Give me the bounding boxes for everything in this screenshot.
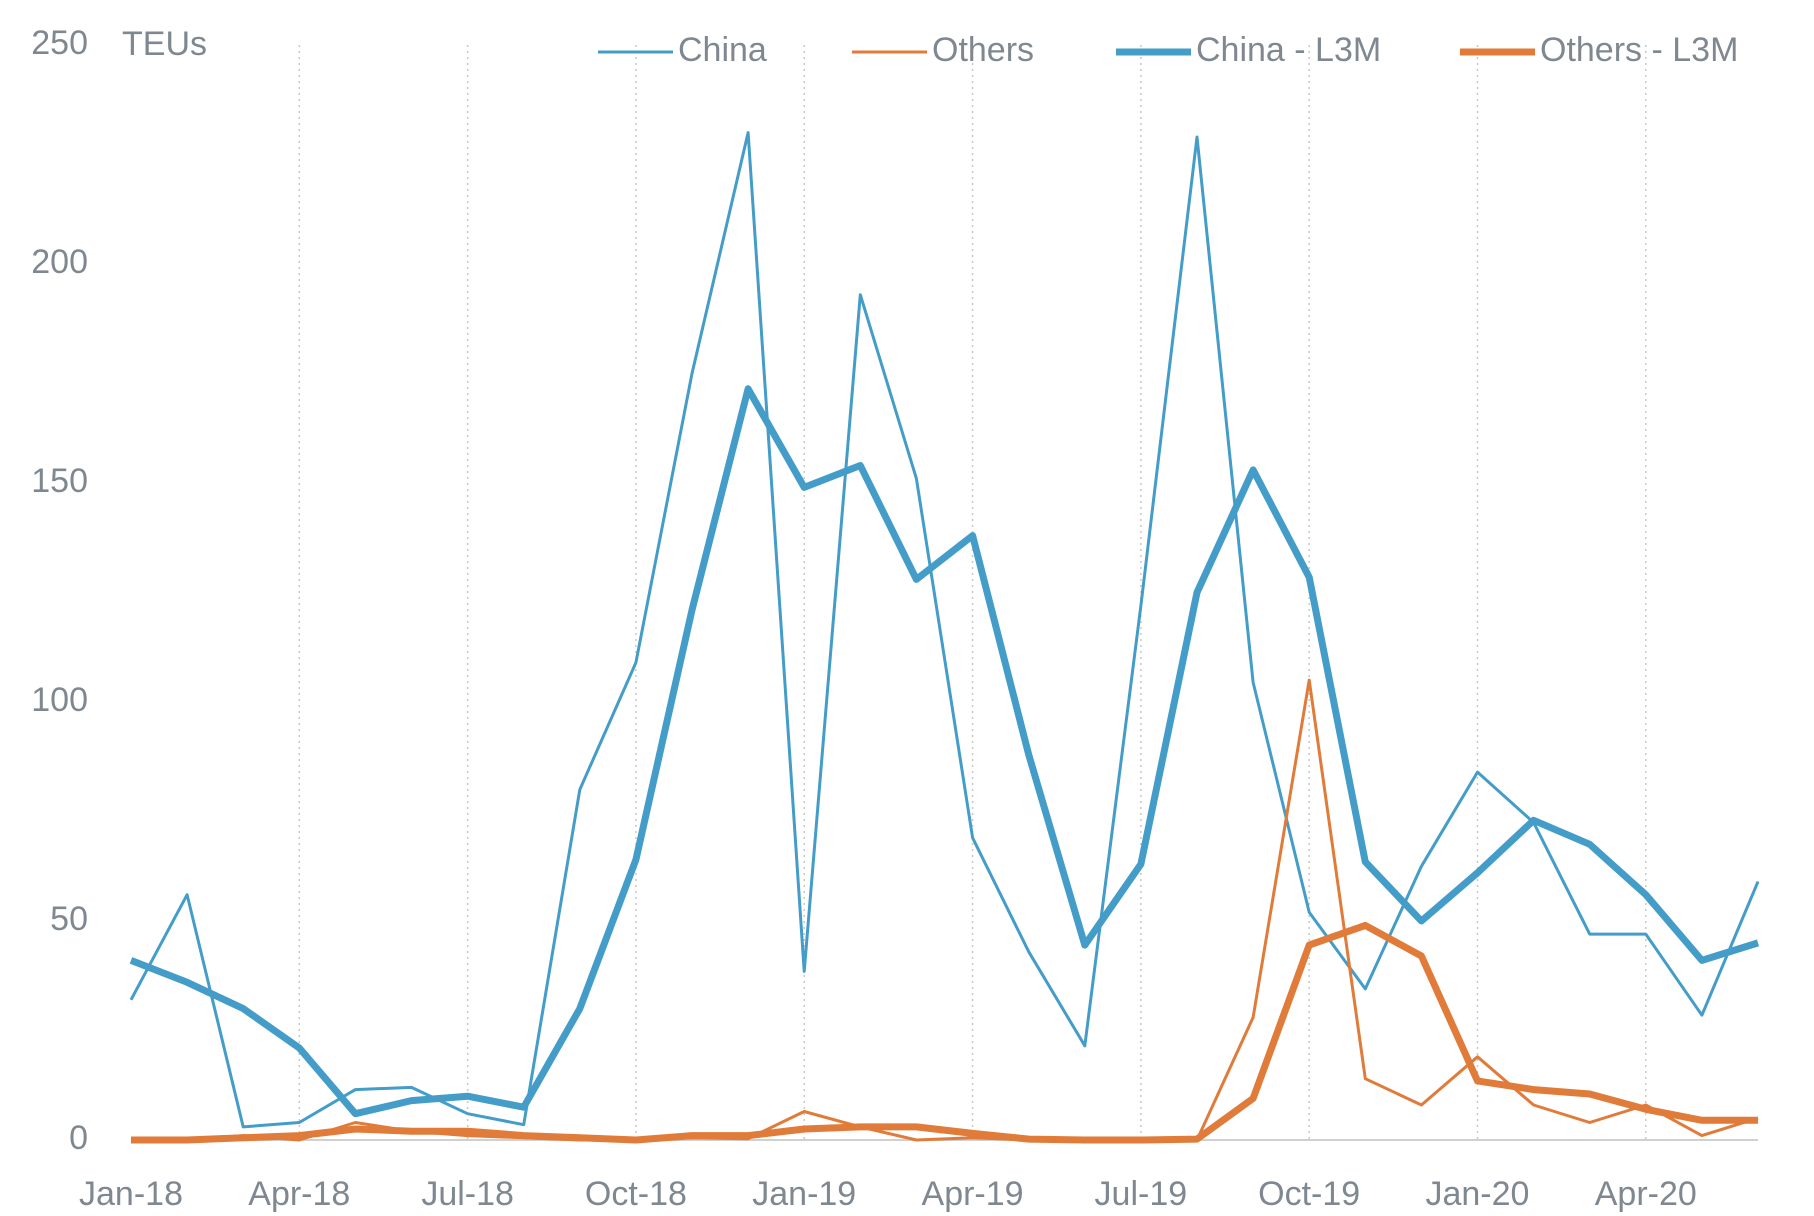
x-tick-label: Jan-19 xyxy=(752,1175,856,1213)
x-tick-label: Jan-20 xyxy=(1425,1175,1529,1213)
y-tick-label: 100 xyxy=(31,681,88,719)
x-tick-label: Oct-19 xyxy=(1258,1175,1360,1213)
x-tick-label: Apr-19 xyxy=(922,1175,1024,1213)
y-tick-label: 250 xyxy=(31,24,88,62)
x-tick-label: Jul-18 xyxy=(421,1175,514,1213)
x-tick-label: Apr-18 xyxy=(248,1175,350,1213)
y-axis-label: TEUs xyxy=(122,25,207,63)
x-tick-label: Jul-19 xyxy=(1095,1175,1188,1213)
series-line xyxy=(129,385,1760,1118)
legend-label: Others - L3M xyxy=(1540,31,1738,69)
x-tick-label: Jan-18 xyxy=(79,1175,183,1213)
series-line xyxy=(129,131,1760,1129)
y-tick-label: 200 xyxy=(31,243,88,281)
legend-label: China - L3M xyxy=(1196,31,1381,69)
y-tick-label: 50 xyxy=(50,900,88,938)
y-tick-label: 150 xyxy=(31,462,88,500)
y-tick-label: 0 xyxy=(69,1119,88,1157)
series-line xyxy=(131,921,1758,1144)
legend-label: China xyxy=(678,31,767,69)
legend-label: Others xyxy=(932,31,1034,69)
x-tick-label: Apr-20 xyxy=(1595,1175,1697,1213)
series-line xyxy=(131,678,1759,1142)
x-tick-label: Oct-18 xyxy=(585,1175,687,1213)
